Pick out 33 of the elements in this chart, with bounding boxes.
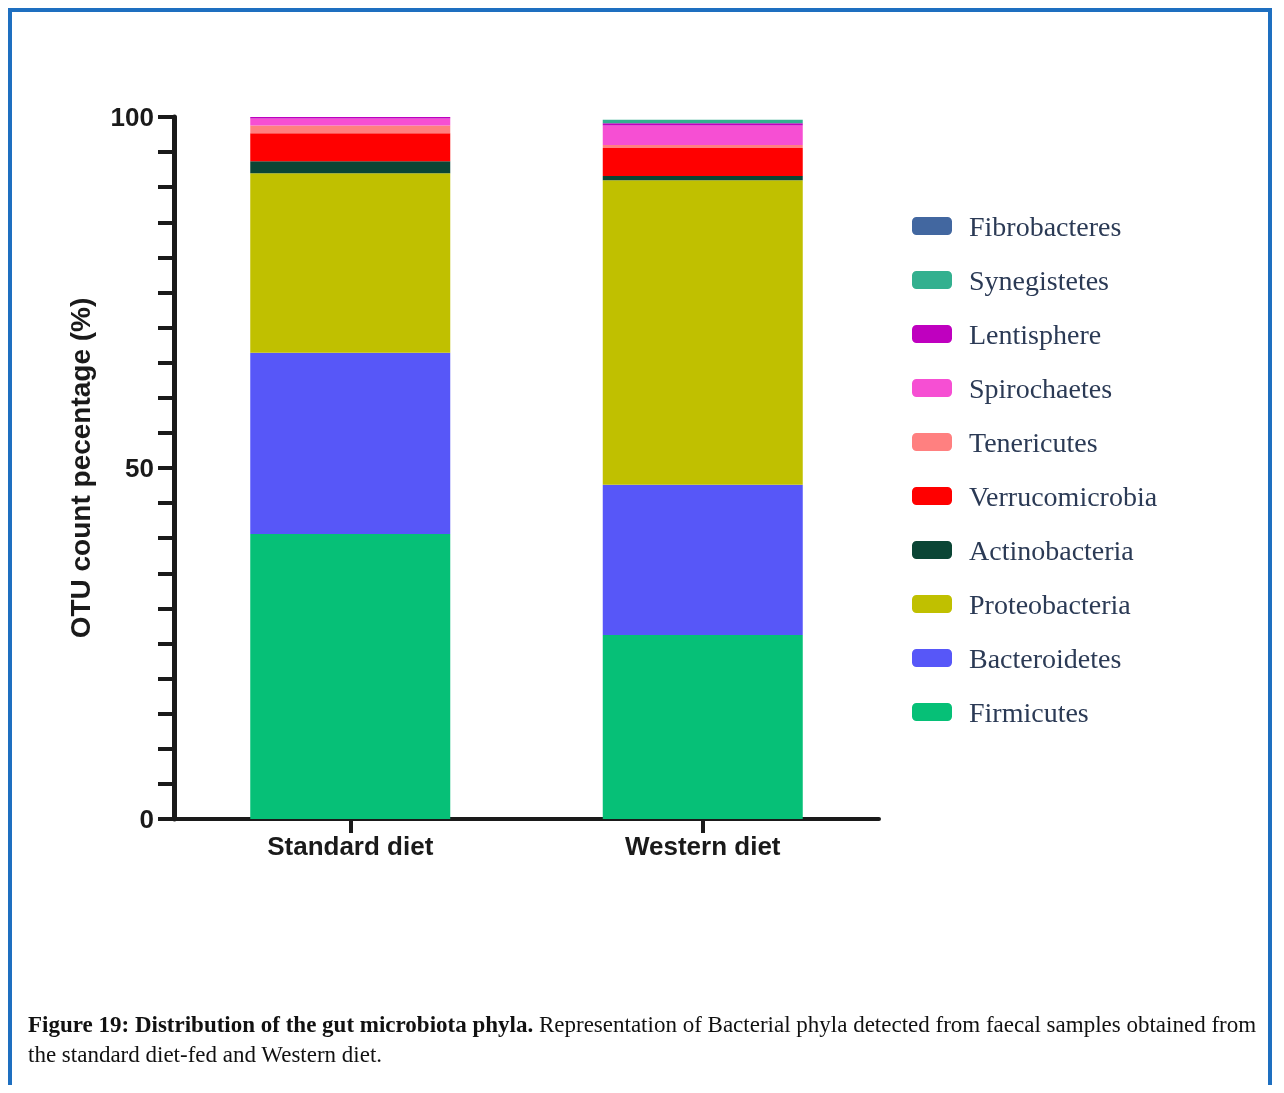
bar [602, 125, 803, 146]
legend-label: Synegistetes [969, 264, 1109, 296]
text: Figure 19: Distribution of the gut microbiota phyla. [28, 1012, 534, 1037]
bar [250, 173, 451, 353]
legend-label: Tenericutes [969, 426, 1098, 458]
bar [250, 118, 451, 126]
bar [602, 484, 803, 636]
page-frame: OTU count pecentage (%) 0 50 100 Standard diet Western diet Fibrobacteres Synegistetes Lentisphere Spirochaetes Tenericutes Verrucomicrobia Actinobacteria Proteobacteria Bacteroidetes Firmicutes Figure 19: Distribution of the gut microbiota phyla. Representation of Bacterial phyla detected from faecal samples obtained from the standard diet-fed and Western diet. [8, 8, 1272, 1085]
legend-label: Proteobacteria [969, 588, 1132, 620]
bar [602, 180, 803, 485]
bar [250, 161, 451, 174]
bar [602, 147, 803, 176]
legend-label: Bacteroidetes [969, 642, 1122, 674]
x-tick-label: Standard diet [267, 831, 434, 861]
y-tick-label: 50 [125, 453, 154, 483]
legend-label: Verrucomicrobia [969, 480, 1158, 512]
bar [602, 635, 803, 819]
legend-label: Lentisphere [969, 318, 1102, 350]
bar [250, 125, 451, 134]
bar [602, 123, 803, 126]
bar [250, 352, 451, 534]
bar [250, 133, 451, 162]
bar [602, 145, 803, 148]
x-tick-label: Western diet [624, 831, 781, 861]
y-tick-label: 100 [110, 102, 154, 132]
y-axis-title: OTU count pecentage (%) [64, 297, 96, 639]
legend-label: Firmicutes [969, 696, 1089, 728]
legend-label: Spirochaetes [969, 372, 1113, 404]
legend-label: Fibrobacteres [969, 210, 1122, 242]
legend-label: Actinobacteria [969, 534, 1135, 566]
y-tick-label: 0 [139, 804, 154, 834]
bar [602, 175, 803, 181]
bar [250, 533, 451, 819]
